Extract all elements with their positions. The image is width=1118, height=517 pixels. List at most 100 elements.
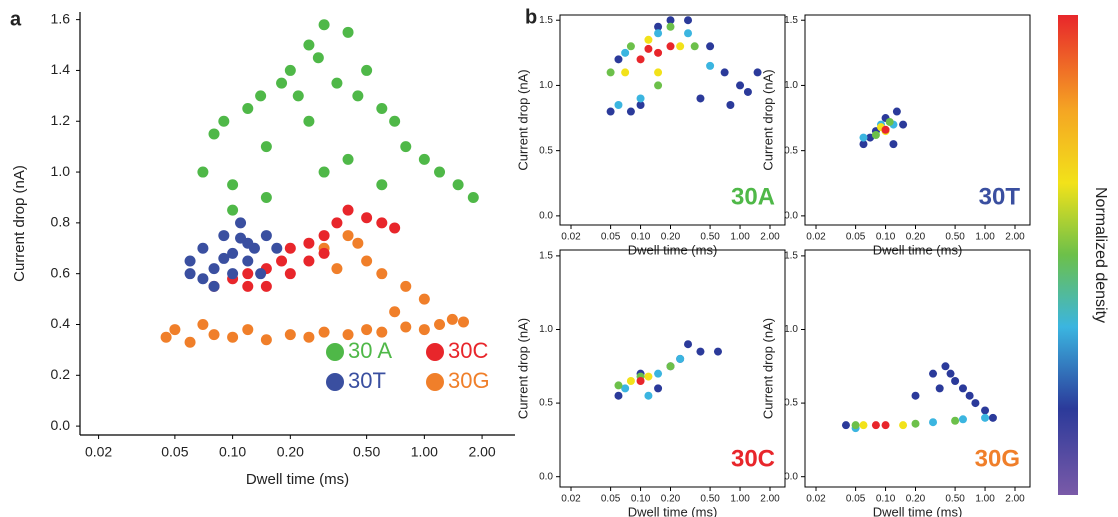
point bbox=[654, 48, 663, 57]
point bbox=[981, 406, 990, 415]
point bbox=[242, 280, 254, 292]
y-tick-label: 1.0 bbox=[539, 80, 553, 91]
point bbox=[676, 42, 685, 51]
x-tick-label: 0.02 bbox=[806, 232, 826, 243]
point bbox=[644, 372, 653, 381]
point bbox=[284, 329, 296, 341]
x-tick-label: 1.00 bbox=[730, 232, 750, 243]
point bbox=[184, 255, 196, 267]
y-tick-label: 0.6 bbox=[51, 264, 71, 280]
point bbox=[614, 381, 623, 390]
point bbox=[644, 35, 653, 44]
point bbox=[684, 16, 693, 25]
point bbox=[242, 103, 254, 115]
plot-frame bbox=[559, 249, 786, 488]
point bbox=[881, 421, 890, 430]
point bbox=[160, 331, 172, 343]
y-axis-label: Current drop (nA) bbox=[515, 318, 530, 419]
point bbox=[260, 141, 272, 153]
point bbox=[626, 377, 635, 386]
y-tick-label: 0.5 bbox=[539, 145, 553, 156]
point bbox=[342, 230, 354, 242]
point bbox=[654, 384, 663, 393]
point bbox=[706, 61, 715, 70]
point bbox=[303, 331, 315, 343]
point bbox=[841, 421, 850, 430]
legend-marker bbox=[326, 373, 344, 391]
point bbox=[736, 81, 745, 90]
plot-frame bbox=[559, 14, 786, 226]
colorbar bbox=[1058, 15, 1078, 495]
point bbox=[988, 413, 997, 422]
point bbox=[389, 222, 401, 234]
x-tick-label: 0.10 bbox=[219, 444, 246, 460]
point bbox=[227, 331, 239, 343]
point bbox=[284, 268, 296, 280]
point bbox=[276, 77, 288, 89]
point bbox=[255, 268, 267, 280]
point bbox=[255, 90, 267, 102]
point bbox=[899, 120, 908, 129]
x-tick-label: 0.02 bbox=[561, 232, 581, 243]
x-tick-label: 0.10 bbox=[876, 232, 896, 243]
y-tick-label: 0.0 bbox=[51, 417, 71, 433]
point bbox=[881, 125, 890, 134]
x-tick-label: 0.50 bbox=[945, 494, 965, 505]
legend-marker bbox=[426, 343, 444, 361]
point bbox=[318, 247, 330, 259]
point bbox=[452, 179, 464, 191]
point bbox=[644, 391, 653, 400]
point bbox=[208, 280, 220, 292]
point bbox=[361, 212, 373, 224]
x-tick-label: 0.20 bbox=[277, 444, 304, 460]
point bbox=[169, 324, 181, 336]
point bbox=[713, 347, 722, 356]
point bbox=[376, 268, 388, 280]
x-tick-label: 0.02 bbox=[806, 494, 826, 505]
point bbox=[389, 306, 401, 318]
point bbox=[235, 217, 247, 229]
point bbox=[400, 280, 412, 292]
x-tick-label: 2.00 bbox=[1005, 494, 1025, 505]
y-tick-label: 1.4 bbox=[51, 61, 71, 77]
point bbox=[457, 316, 469, 328]
y-axis-label: Current drop (nA) bbox=[11, 165, 28, 282]
point bbox=[929, 418, 938, 427]
point bbox=[184, 336, 196, 348]
point bbox=[958, 384, 967, 393]
point bbox=[690, 42, 699, 51]
point bbox=[434, 166, 446, 178]
legend-label: 30G bbox=[448, 368, 490, 393]
point bbox=[654, 29, 663, 38]
point bbox=[636, 377, 645, 386]
point bbox=[621, 48, 630, 57]
point bbox=[389, 115, 401, 127]
y-axis-label: Current drop (nA) bbox=[760, 318, 775, 419]
x-tick-label: 0.50 bbox=[353, 444, 380, 460]
point bbox=[400, 141, 412, 153]
y-tick-label: 1.5 bbox=[539, 15, 553, 26]
x-tick-label: 0.10 bbox=[876, 494, 896, 505]
legend-marker bbox=[326, 343, 344, 361]
point bbox=[376, 103, 388, 115]
point bbox=[197, 166, 209, 178]
point bbox=[446, 313, 458, 325]
legend-label: 30T bbox=[348, 368, 386, 393]
point bbox=[342, 204, 354, 216]
x-tick-label: 0.10 bbox=[631, 232, 651, 243]
x-tick-label: 0.10 bbox=[631, 494, 651, 505]
y-tick-label: 1.0 bbox=[539, 324, 553, 335]
point bbox=[684, 29, 693, 38]
plot-frame bbox=[804, 14, 1031, 226]
x-tick-label: 0.05 bbox=[601, 494, 621, 505]
x-tick-label: 0.05 bbox=[846, 494, 866, 505]
point bbox=[636, 55, 645, 64]
point bbox=[965, 391, 974, 400]
point bbox=[626, 107, 635, 116]
point bbox=[318, 19, 330, 31]
plot-frame bbox=[804, 249, 1031, 488]
point bbox=[958, 415, 967, 424]
legend-label: 30 A bbox=[348, 338, 392, 363]
point bbox=[614, 101, 623, 109]
